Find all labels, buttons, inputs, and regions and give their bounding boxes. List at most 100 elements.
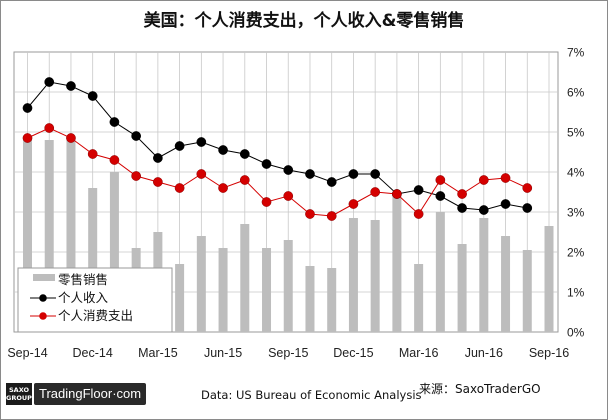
y-tick-label: 4%: [567, 166, 585, 180]
pce-point: [305, 209, 315, 219]
personal-income-point: [457, 203, 467, 213]
pce-point: [66, 133, 76, 143]
retail-sales-bar: [44, 140, 54, 332]
x-tick-label: Mar-15: [138, 346, 178, 360]
y-tick-label: 2%: [567, 246, 585, 260]
saxo-logo-line2: GROUP: [6, 394, 32, 402]
personal-income-point: [239, 149, 250, 159]
personal-income-point: [66, 81, 76, 91]
pce-point: [87, 149, 98, 159]
personal-income-point: [500, 199, 511, 209]
x-tick-label: Jun-15: [204, 346, 242, 360]
pce-point: [239, 175, 250, 185]
personal-income-point: [435, 191, 446, 201]
data-source-note: Data: US Bureau of Economic Analysis: [201, 388, 422, 402]
pce-point: [500, 173, 511, 183]
x-tick-label: Mar-16: [399, 346, 439, 360]
source-label: 来源：SaxoTraderGO: [419, 382, 541, 396]
pce-point: [457, 189, 467, 199]
personal-income-point: [348, 169, 359, 179]
x-tick-label: Dec-14: [73, 346, 113, 360]
legend-label-pce: 个人消费支出: [58, 308, 133, 323]
y-tick-label: 5%: [567, 126, 585, 140]
pce-point: [522, 183, 533, 193]
pce-point: [435, 175, 446, 185]
legend-label-income: 个人收入: [58, 290, 109, 305]
personal-income-point: [196, 137, 207, 147]
retail-sales-bar: [23, 136, 32, 332]
saxo-logo: SAXO GROUP: [6, 383, 32, 405]
retail-sales-bar: [175, 264, 185, 332]
retail-sales-bar: [522, 250, 532, 332]
x-tick-label: Jun-16: [465, 346, 503, 360]
personal-income-point: [522, 203, 533, 213]
pce-point: [153, 177, 163, 187]
personal-income-point: [478, 205, 489, 215]
tradingfloor-brand: TradingFloor·com: [34, 383, 147, 405]
personal-income-point: [44, 77, 55, 87]
pce-point: [44, 123, 55, 133]
y-tick-label: 6%: [567, 86, 585, 100]
personal-income-point: [305, 169, 315, 179]
x-tick-label: Sep-14: [7, 346, 47, 360]
pce-point: [478, 175, 489, 185]
retail-sales-bar: [262, 248, 272, 332]
pce-point: [131, 171, 141, 181]
retail-sales-bar: [392, 192, 402, 332]
retail-sales-bar: [196, 236, 206, 332]
retail-sales-bar: [544, 226, 554, 332]
personal-income-point: [261, 159, 272, 169]
retail-sales-bar: [457, 244, 467, 332]
saxo-logo-line1: SAXO: [8, 386, 30, 394]
retail-sales-bar: [109, 172, 119, 332]
y-tick-label: 0%: [567, 326, 585, 340]
tradingfloor-logo: SAXO GROUP TradingFloor·com: [6, 383, 147, 405]
personal-income-point: [153, 153, 163, 163]
x-tick-label: Sep-16: [529, 346, 569, 360]
pce-point: [196, 169, 207, 179]
pce-point: [109, 155, 120, 165]
retail-sales-bar: [435, 212, 445, 332]
retail-sales-bar: [240, 224, 250, 332]
pce-point: [392, 189, 402, 199]
retail-sales-bar: [66, 140, 76, 332]
x-tick-label: Sep-15: [268, 346, 308, 360]
personal-income-point: [131, 131, 141, 141]
personal-income-point: [218, 145, 228, 155]
y-tick-label: 7%: [567, 46, 585, 60]
personal-income-point: [109, 117, 120, 127]
personal-income-point: [326, 177, 337, 187]
retail-sales-bar: [414, 264, 424, 332]
y-tick-label: 3%: [567, 206, 585, 220]
pce-point: [370, 187, 381, 197]
legend-swatch-retail-sales: [33, 274, 55, 281]
personal-income-point: [413, 185, 424, 195]
retail-sales-bar: [305, 266, 315, 332]
legend-label-retail-sales: 零售销售: [58, 272, 108, 287]
personal-income-point: [87, 91, 98, 101]
retail-sales-bar: [283, 240, 293, 332]
pce-point: [174, 183, 185, 193]
pce-point: [283, 191, 294, 201]
personal-income-point: [174, 141, 185, 151]
retail-sales-bar: [218, 248, 228, 332]
retail-sales-bar: [479, 218, 489, 332]
retail-sales-bar: [88, 188, 98, 332]
pce-point: [413, 209, 424, 219]
legend-swatch-pce-marker: [39, 312, 47, 320]
retail-sales-bar: [348, 218, 358, 332]
retail-sales-bar: [327, 268, 337, 332]
x-tick-label: Dec-15: [333, 346, 373, 360]
legend-swatch-income-marker: [39, 294, 47, 302]
retail-sales-bar: [370, 220, 380, 332]
chart-title: 美国：个人消费支出，个人收入&零售销售: [143, 11, 465, 31]
pce-point: [348, 199, 359, 209]
personal-income-point: [370, 169, 381, 179]
personal-income-point: [22, 103, 33, 113]
pce-point: [218, 183, 228, 193]
pce-point: [22, 133, 33, 143]
personal-income-point: [283, 165, 294, 175]
retail-sales-bar: [501, 236, 511, 332]
